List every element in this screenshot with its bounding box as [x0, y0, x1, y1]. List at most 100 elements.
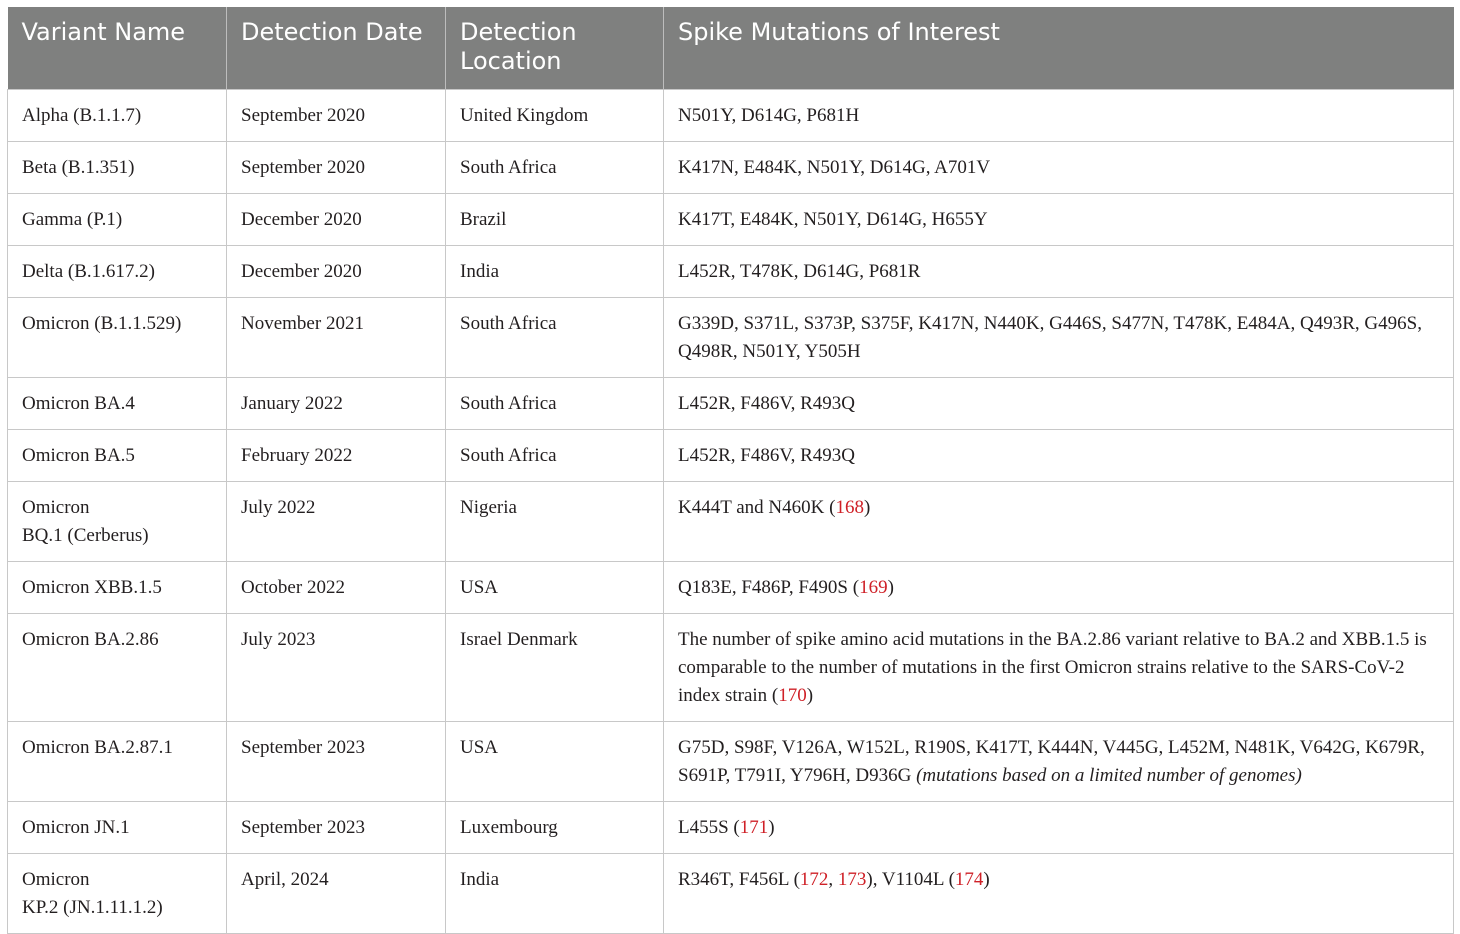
- detection-date-cell: December 2020: [226, 192, 446, 246]
- detection-date-cell: September 2020: [226, 88, 446, 142]
- table-row: Omicron KP.2 (JN.1.11.1.2) April, 2024 Indi…: [7, 852, 1454, 934]
- table-row: Alpha (B.1.1.7) September 2020 United King…: [7, 88, 1454, 142]
- detection-date-cell: February 2022: [226, 428, 446, 482]
- mutation-text: L452R, F486V, R493Q: [678, 444, 856, 466]
- variant-name-cell: Gamma (P.1): [7, 192, 227, 246]
- detection-location-cell: Luxembourg: [445, 800, 664, 854]
- spike-mutations-cell: Q183E, F486P, F490S (169): [663, 560, 1454, 614]
- spike-mutations-cell: N501Y, D614G, P681H: [663, 88, 1454, 142]
- variant-name-cell: Omicron JN.1: [7, 800, 227, 854]
- reference-link[interactable]: 172: [799, 868, 829, 890]
- detection-date-cell: January 2022: [226, 376, 446, 430]
- spike-mutations-cell: R346T, F456L (172, 173), V1104L (174): [663, 852, 1454, 934]
- detection-date-cell: September 2020: [226, 140, 446, 194]
- mutation-text: Q183E, F486P, F490S (: [678, 576, 860, 598]
- reference-link[interactable]: 170: [778, 684, 807, 706]
- reference-link[interactable]: 171: [739, 816, 769, 838]
- table-row: Omicron XBB.1.5 October 2022 USA Q183E, F48…: [7, 560, 1454, 614]
- table-row: Omicron BA.2.87.1 September 2023 USA G75D, …: [7, 720, 1454, 802]
- detection-location-cell: India: [445, 852, 664, 934]
- header-detection-date: Detection Date: [226, 7, 446, 89]
- variant-name-cell: Omicron BA.5: [7, 428, 227, 482]
- header-variant-name: Variant Name: [7, 7, 227, 89]
- spike-mutations-cell: L452R, T478K, D614G, P681R: [663, 244, 1454, 298]
- mutation-text: L455S (: [678, 816, 740, 838]
- table-row: Delta (B.1.617.2) December 2020 India L452R…: [7, 244, 1454, 298]
- table-row: Beta (B.1.351) September 2020 South Africa…: [7, 140, 1454, 194]
- variants-table: Variant Name Detection Date Detection Lo…: [7, 7, 1454, 934]
- mutation-text: ): [887, 576, 894, 598]
- mutation-text: R346T, F456L (: [678, 868, 800, 890]
- spike-mutations-cell: K444T and N460K (168): [663, 480, 1454, 562]
- detection-location-cell: Nigeria: [445, 480, 664, 562]
- mutation-text: G339D, S371L, S373P, S375F, K417N, N440K…: [678, 312, 1422, 362]
- variant-name-cell: Omicron (B.1.1.529): [7, 296, 227, 378]
- mutation-text: K417N, E484K, N501Y, D614G, A701V: [678, 156, 991, 178]
- mutation-text: ): [983, 868, 990, 890]
- detection-date-cell: July 2022: [226, 480, 446, 562]
- table-body: Alpha (B.1.1.7) September 2020 United King…: [7, 88, 1454, 934]
- spike-mutations-cell: L455S (171): [663, 800, 1454, 854]
- table-row: Omicron BA.2.86 July 2023 Israel Denmark Th…: [7, 612, 1454, 722]
- mutation-text: The number of spike amino acid mutations…: [678, 628, 1427, 706]
- spike-mutations-cell: L452R, F486V, R493Q: [663, 428, 1454, 482]
- header-detection-location: Detection Location: [445, 7, 664, 89]
- detection-location-cell: South Africa: [445, 428, 664, 482]
- detection-location-cell: United Kingdom: [445, 88, 664, 142]
- variant-name-cell: Beta (B.1.351): [7, 140, 227, 194]
- mutation-text: ), V1104L (: [866, 868, 955, 890]
- mutation-note: (mutations based on a limited number of …: [916, 764, 1302, 786]
- table-row: Omicron (B.1.1.529) November 2021 South Af…: [7, 296, 1454, 378]
- variant-name-cell: Omicron BA.2.87.1: [7, 720, 227, 802]
- detection-date-cell: September 2023: [226, 800, 446, 854]
- detection-date-cell: October 2022: [226, 560, 446, 614]
- table-header: Variant Name Detection Date Detection Lo…: [7, 7, 1454, 89]
- detection-location-cell: South Africa: [445, 296, 664, 378]
- detection-date-cell: September 2023: [226, 720, 446, 802]
- table-row: Omicron JN.1 September 2023 Luxembourg L455…: [7, 800, 1454, 854]
- detection-location-cell: South Africa: [445, 140, 664, 194]
- spike-mutations-cell: K417T, E484K, N501Y, D614G, H655Y: [663, 192, 1454, 246]
- spike-mutations-cell: K417N, E484K, N501Y, D614G, A701V: [663, 140, 1454, 194]
- mutation-text: L452R, F486V, R493Q: [678, 392, 856, 414]
- table-row: Omicron BQ.1 (Cerberus) July 2022 Nigeria K4…: [7, 480, 1454, 562]
- detection-location-cell: India: [445, 244, 664, 298]
- detection-location-cell: South Africa: [445, 376, 664, 430]
- detection-location-cell: USA: [445, 560, 664, 614]
- reference-link[interactable]: 169: [859, 576, 888, 598]
- mutation-text: ,: [828, 868, 838, 890]
- mutation-text: ): [806, 684, 814, 706]
- detection-date-cell: April, 2024: [226, 852, 446, 934]
- reference-link[interactable]: 173: [837, 868, 867, 890]
- mutation-text: G75D, S98F, V126A, W152L, R190S, K417T, …: [678, 736, 1425, 786]
- detection-location-cell: USA: [445, 720, 664, 802]
- table-row: Gamma (P.1) December 2020 Brazil K417T, E48…: [7, 192, 1454, 246]
- detection-date-cell: November 2021: [226, 296, 446, 378]
- mutation-text: ): [863, 496, 871, 518]
- detection-date-cell: July 2023: [226, 612, 446, 722]
- mutation-text: L452R, T478K, D614G, P681R: [678, 260, 921, 282]
- mutation-text: K417T, E484K, N501Y, D614G, H655Y: [678, 208, 988, 230]
- variant-name-cell: Omicron KP.2 (JN.1.11.1.2): [7, 852, 227, 934]
- mutation-text: N501Y, D614G, P681H: [678, 104, 860, 126]
- variant-name-cell: Omicron XBB.1.5: [7, 560, 227, 614]
- detection-date-cell: December 2020: [226, 244, 446, 298]
- spike-mutations-cell: L452R, F486V, R493Q: [663, 376, 1454, 430]
- spike-mutations-cell: G339D, S371L, S373P, S375F, K417N, N440K…: [663, 296, 1454, 378]
- reference-link[interactable]: 168: [835, 496, 864, 518]
- variant-name-cell: Omicron BA.4: [7, 376, 227, 430]
- mutation-text: ): [768, 816, 775, 838]
- variant-name-cell: Omicron BA.2.86: [7, 612, 227, 722]
- mutation-text: K444T and N460K (: [678, 496, 836, 518]
- table-row: Omicron BA.5 February 2022 South Africa L45…: [7, 428, 1454, 482]
- spike-mutations-cell: The number of spike amino acid mutations…: [663, 612, 1454, 722]
- variant-name-cell: Delta (B.1.617.2): [7, 244, 227, 298]
- variant-name-cell: Alpha (B.1.1.7): [7, 88, 227, 142]
- detection-location-cell: Brazil: [445, 192, 664, 246]
- header-spike-mutations: Spike Mutations of Interest: [663, 7, 1454, 89]
- variant-name-cell: Omicron BQ.1 (Cerberus): [7, 480, 227, 562]
- reference-link[interactable]: 174: [954, 868, 984, 890]
- header-row: Variant Name Detection Date Detection Lo…: [7, 7, 1454, 89]
- detection-location-cell: Israel Denmark: [445, 612, 664, 722]
- table-row: Omicron BA.4 January 2022 South Africa L452…: [7, 376, 1454, 430]
